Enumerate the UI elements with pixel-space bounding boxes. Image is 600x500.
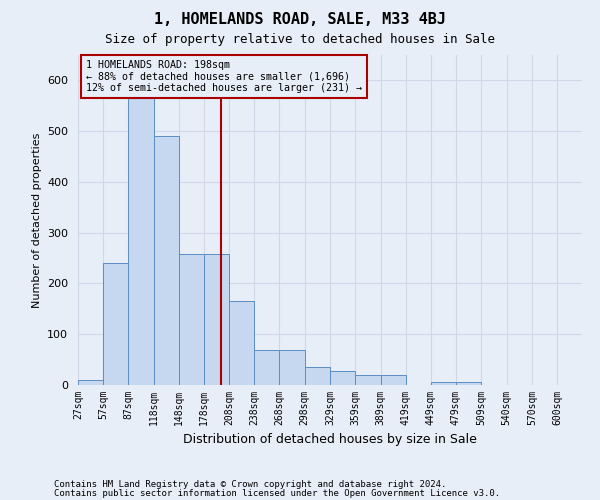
Y-axis label: Number of detached properties: Number of detached properties [32, 132, 41, 308]
Text: Size of property relative to detached houses in Sale: Size of property relative to detached ho… [105, 32, 495, 46]
Bar [128, 93, 154, 385]
Bar [431, 382, 456, 385]
Bar [305, 367, 331, 385]
Bar [280, 350, 305, 385]
Bar [78, 380, 103, 385]
Bar [331, 371, 355, 385]
Bar [229, 301, 254, 385]
X-axis label: Distribution of detached houses by size in Sale: Distribution of detached houses by size … [183, 434, 477, 446]
Bar [179, 254, 204, 385]
Bar [154, 136, 179, 385]
Bar [355, 375, 380, 385]
Bar [456, 382, 481, 385]
Bar [380, 375, 406, 385]
Bar [204, 254, 229, 385]
Bar [103, 263, 128, 385]
Text: Contains public sector information licensed under the Open Government Licence v3: Contains public sector information licen… [54, 488, 500, 498]
Text: Contains HM Land Registry data © Crown copyright and database right 2024.: Contains HM Land Registry data © Crown c… [54, 480, 446, 489]
Text: 1, HOMELANDS ROAD, SALE, M33 4BJ: 1, HOMELANDS ROAD, SALE, M33 4BJ [154, 12, 446, 28]
Bar [254, 350, 280, 385]
Text: 1 HOMELANDS ROAD: 198sqm
← 88% of detached houses are smaller (1,696)
12% of sem: 1 HOMELANDS ROAD: 198sqm ← 88% of detach… [86, 60, 362, 93]
